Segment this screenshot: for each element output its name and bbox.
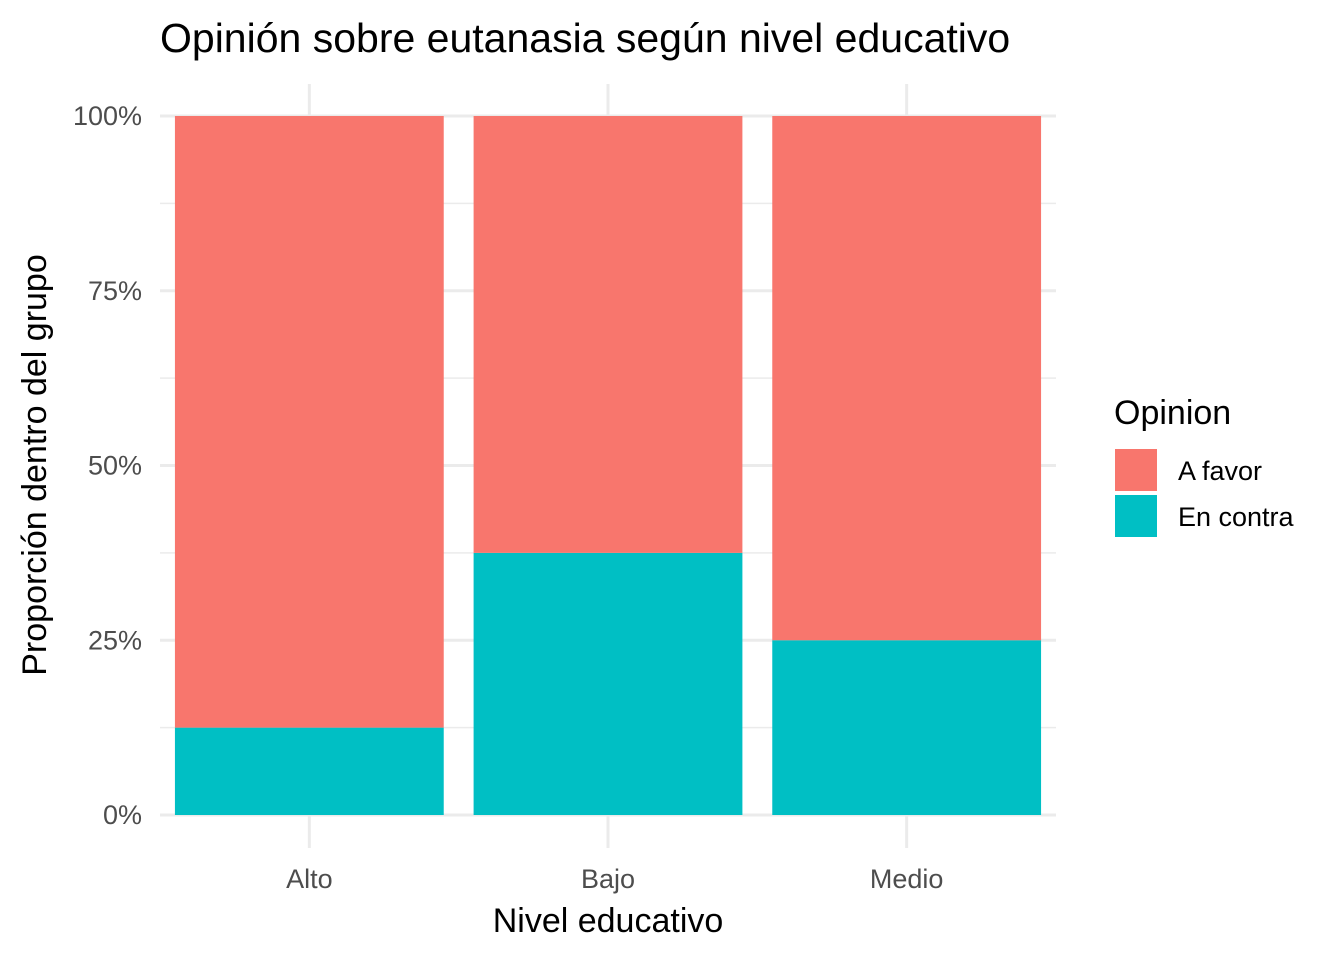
y-tick-label: 50% xyxy=(88,451,142,481)
y-tick-label: 100% xyxy=(73,101,142,131)
x-tick-label: Medio xyxy=(870,864,944,894)
y-tick-label: 25% xyxy=(88,625,142,655)
bars xyxy=(174,116,1042,815)
legend-title: Opinion xyxy=(1114,394,1231,432)
bar-medio-en-contra xyxy=(772,640,1042,815)
y-tick-label: 0% xyxy=(103,800,142,830)
x-tick-label: Alto xyxy=(286,864,333,894)
chart-title: Opinión sobre eutanasia según nivel educ… xyxy=(160,15,1010,61)
bar-bajo-a-favor xyxy=(473,116,743,553)
bar-bajo-en-contra xyxy=(473,552,743,815)
x-axis-title: Nivel educativo xyxy=(493,902,724,940)
legend-label: En contra xyxy=(1178,502,1295,532)
y-tick-label: 75% xyxy=(88,276,142,306)
bar-alto-en-contra xyxy=(174,727,444,815)
legend-key xyxy=(1115,495,1157,537)
legend-label: A favor xyxy=(1178,456,1262,486)
legend: Opinion A favor En contra xyxy=(1114,394,1295,537)
y-axis-title: Proporción dentro del grupo xyxy=(16,254,54,676)
x-tick-label: Bajo xyxy=(581,864,635,894)
legend-key xyxy=(1115,449,1157,491)
x-tick-labels: Alto Bajo Medio xyxy=(286,864,943,894)
bar-medio-a-favor xyxy=(772,116,1042,641)
bar-alto-a-favor xyxy=(174,116,444,728)
legend-items: A favor En contra xyxy=(1115,449,1295,537)
y-tick-labels: 0% 25% 50% 75% 100% xyxy=(73,101,142,830)
